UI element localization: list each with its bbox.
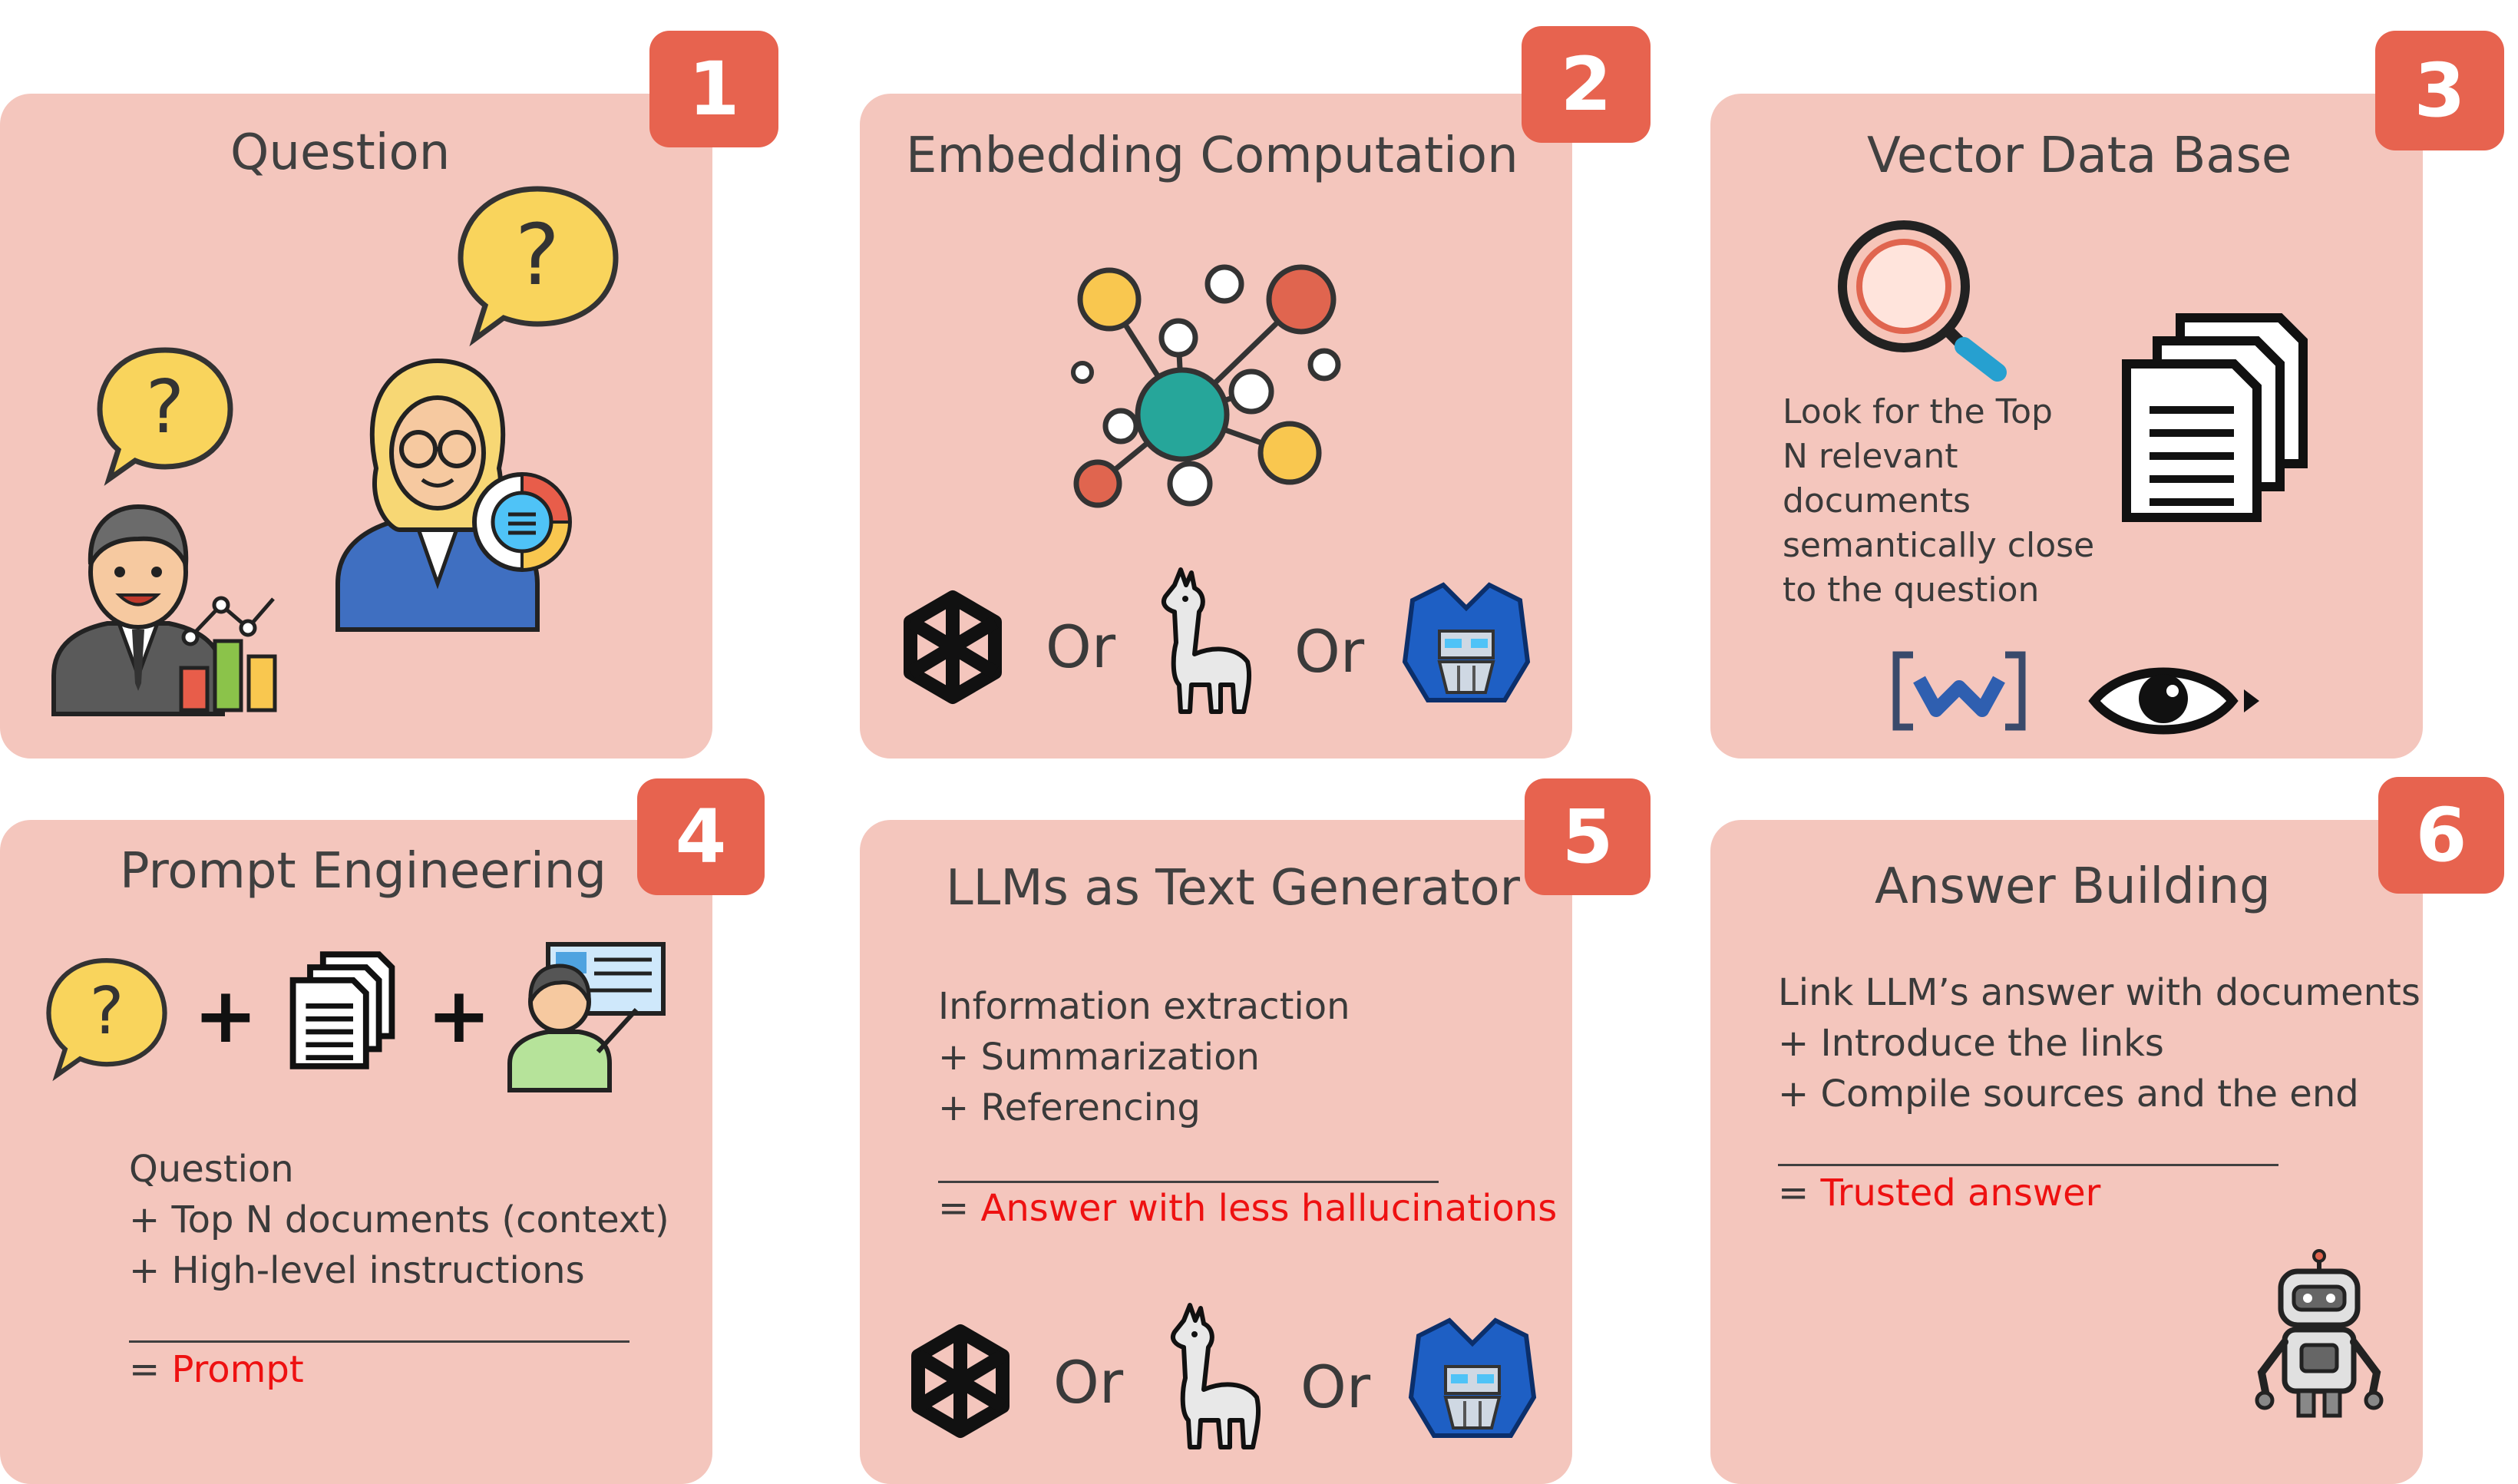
documents-icon bbox=[2122, 313, 2308, 522]
llm-tasks: Information extraction + Summarization +… bbox=[938, 981, 1350, 1133]
text-line: Link LLM’s answer with documents bbox=[1778, 971, 2421, 1014]
result-prefix: = bbox=[938, 1187, 981, 1230]
question-bubble-icon: ? bbox=[46, 957, 167, 1082]
documents-icon bbox=[289, 951, 395, 1069]
llama-icon bbox=[1170, 1303, 1261, 1449]
text-line: to the question bbox=[1783, 570, 2040, 610]
result-text: Prompt bbox=[171, 1348, 304, 1391]
svg-text:?: ? bbox=[90, 973, 124, 1049]
step-badge-2: 2 bbox=[1522, 26, 1651, 143]
question-bubble-icon: ? bbox=[458, 186, 619, 347]
text-line: + High-level instructions bbox=[129, 1249, 585, 1292]
network-graph-icon bbox=[1071, 264, 1341, 508]
panel-title-prompt-engineering: Prompt Engineering bbox=[120, 843, 606, 900]
panel-title-question: Question bbox=[230, 124, 451, 181]
svg-text:?: ? bbox=[146, 365, 184, 450]
result-text: Answer with less hallucinations bbox=[980, 1187, 1558, 1230]
transformer-robot-icon bbox=[1402, 582, 1531, 702]
svg-text:?: ? bbox=[515, 206, 560, 304]
text-line: Look for the Top bbox=[1783, 392, 2053, 431]
text-line: Question bbox=[129, 1148, 294, 1191]
divider-line bbox=[1778, 1164, 2278, 1166]
text-line: + Compile sources and the end bbox=[1778, 1073, 2359, 1115]
text-line: N relevant bbox=[1783, 437, 1958, 476]
or-label: Or bbox=[1053, 1348, 1124, 1416]
weaviate-logo-icon bbox=[1892, 651, 2026, 731]
businesswoman-icon bbox=[335, 358, 572, 632]
text-line: Information extraction bbox=[938, 985, 1350, 1028]
or-label: Or bbox=[1300, 1353, 1371, 1421]
text-line: semantically close bbox=[1783, 526, 2095, 565]
bar-chart-icon bbox=[179, 596, 277, 712]
magnifier-icon bbox=[1838, 220, 2007, 382]
result-line: = Trusted answer bbox=[1778, 1172, 2100, 1215]
step-badge-1: 1 bbox=[649, 31, 778, 147]
plus-sign: + bbox=[427, 970, 491, 1060]
panel-title-embedding: Embedding Computation bbox=[906, 127, 1518, 184]
result-line: = Answer with less hallucinations bbox=[938, 1187, 1557, 1230]
openai-logo-icon bbox=[911, 1324, 1010, 1438]
step-badge-4: 4 bbox=[637, 778, 765, 895]
panel-title-answer-building: Answer Building bbox=[1875, 858, 2271, 915]
panel-title-vector-db: Vector Data Base bbox=[1867, 127, 2292, 184]
answer-steps: Link LLM’s answer with documents + Intro… bbox=[1778, 967, 2421, 1119]
result-prefix: = bbox=[1778, 1172, 1821, 1215]
step-badge-6: 6 bbox=[2378, 777, 2504, 894]
result-text: Trusted answer bbox=[1820, 1172, 2101, 1215]
robot-icon bbox=[2255, 1249, 2384, 1418]
step-badge-5: 5 bbox=[1525, 778, 1651, 895]
panel-title-llm-generator: LLMs as Text Generator bbox=[946, 860, 1520, 917]
question-bubble-icon: ? bbox=[97, 347, 233, 486]
or-label: Or bbox=[1046, 613, 1116, 681]
or-label: Or bbox=[1294, 617, 1365, 686]
result-line: = Prompt bbox=[129, 1348, 304, 1391]
transformer-robot-icon bbox=[1408, 1317, 1537, 1438]
text-line: + Introduce the links bbox=[1778, 1022, 2164, 1065]
divider-line bbox=[129, 1340, 630, 1343]
text-line: + Summarization bbox=[938, 1036, 1260, 1079]
panel-prompt-engineering bbox=[0, 820, 712, 1484]
result-prefix: = bbox=[129, 1348, 172, 1391]
eye-logo-icon bbox=[2088, 667, 2259, 735]
plus-sign: + bbox=[193, 970, 258, 1060]
text-line: documents bbox=[1783, 481, 1971, 521]
vector-db-description: Look for the Top N relevant documents se… bbox=[1783, 390, 2094, 613]
divider-line bbox=[938, 1181, 1439, 1183]
prompt-components: Question + Top N documents (context) + H… bbox=[129, 1144, 669, 1296]
text-line: + Top N documents (context) bbox=[129, 1198, 669, 1241]
teacher-icon bbox=[507, 942, 666, 1092]
text-line: + Referencing bbox=[938, 1086, 1201, 1129]
step-badge-3: 3 bbox=[2375, 31, 2504, 150]
llama-icon bbox=[1161, 567, 1252, 714]
openai-logo-icon bbox=[904, 590, 1002, 704]
